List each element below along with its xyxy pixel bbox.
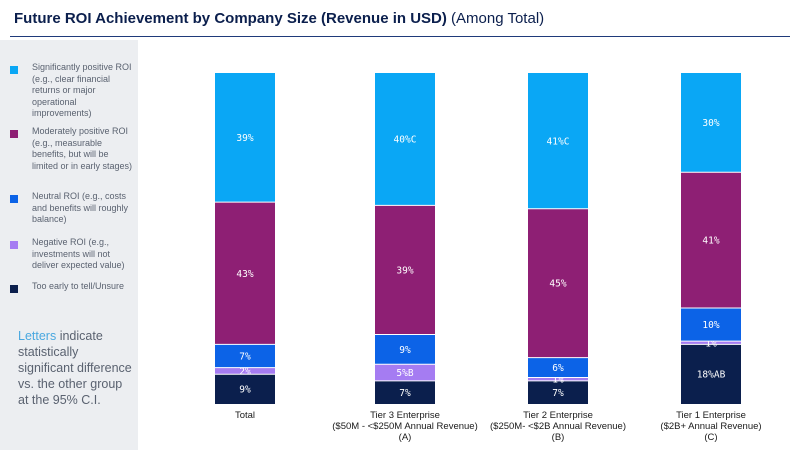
category-label: Total (235, 410, 255, 421)
legend-label: Too early to tell/Unsure (32, 281, 125, 291)
bar-value-label: 41% (702, 236, 719, 247)
bar-segment (528, 380, 588, 404)
bar-value-label: 18%AB (697, 370, 726, 381)
bar-segment (681, 344, 741, 404)
legend-label: Neutral ROI (e.g., costs and benefits wi… (32, 191, 129, 224)
bar-segment (215, 73, 275, 203)
legend-panel: Significantly positive ROI (e.g., clear … (0, 40, 138, 450)
bar-segment (681, 341, 741, 345)
bar-value-label: 45% (549, 279, 566, 290)
bar-value-label: 1% (552, 375, 564, 386)
bar-segment (528, 377, 588, 381)
bar-value-label: 7% (399, 388, 411, 399)
bar-segment (528, 208, 588, 358)
bar-value-label: 7% (239, 352, 251, 363)
bar-value-label: 9% (239, 385, 251, 396)
bar-value-label: 1% (705, 338, 717, 349)
bar-value-label: 2% (239, 366, 251, 377)
bar-value-label: 7% (552, 388, 564, 399)
bar-segment (375, 73, 435, 206)
chart-title-main: Future ROI Achievement by Company Size (… (14, 10, 447, 27)
bar-value-label: 43% (236, 269, 253, 280)
bar-segment (215, 344, 275, 368)
bar-value-label: 5%B (396, 368, 413, 379)
bar-segment (681, 172, 741, 309)
bar-segment (375, 380, 435, 404)
footnote-accent: Letters (18, 329, 57, 343)
bar-segment (375, 205, 435, 335)
footnote-text: indicate statistically significant diffe… (18, 329, 132, 407)
legend-swatch (10, 130, 18, 138)
significance-footnote: Letters indicate statistically significa… (18, 328, 133, 408)
legend-swatch (10, 285, 18, 293)
chart-title: Future ROI Achievement by Company Size (… (14, 10, 544, 27)
bar-segment (528, 357, 588, 378)
bar-value-label: 39% (396, 265, 413, 276)
bar-value-label: 39% (236, 133, 253, 144)
bar-segment (528, 73, 588, 209)
bar-segment (215, 374, 275, 404)
bar-value-label: 40%C (394, 135, 417, 146)
bar-segment (215, 367, 275, 375)
bar-segment (375, 334, 435, 365)
legend-label: Significantly positive ROI (e.g., clear … (32, 62, 132, 118)
bar-segment (681, 308, 741, 342)
category-label: Tier 2 Enterprise ($250M- <$2B Annual Rev… (490, 410, 626, 443)
bar-value-label: 10% (702, 320, 719, 331)
legend-label: Negative ROI (e.g., investments will not… (32, 237, 125, 270)
bar-segment (215, 202, 275, 345)
chart-title-sub: (Among Total) (451, 10, 545, 27)
category-label: Tier 1 Enterprise ($2B+ Annual Revenue) (C… (660, 410, 761, 443)
bar-value-label: 41%C (547, 136, 570, 147)
legend-swatch (10, 66, 18, 74)
legend-swatch (10, 241, 18, 249)
title-divider (10, 36, 790, 37)
legend-label: Moderately positive ROI (e.g., measurabl… (32, 126, 133, 171)
bar-value-label: 9% (399, 345, 411, 356)
bar-segment (375, 364, 435, 381)
bar-segment (681, 73, 741, 173)
legend-swatch (10, 195, 18, 203)
bar-value-label: 6% (552, 363, 564, 374)
bar-value-label: 30% (702, 118, 719, 129)
category-label: Tier 3 Enterprise ($50M - <$250M Annual R… (332, 410, 478, 443)
